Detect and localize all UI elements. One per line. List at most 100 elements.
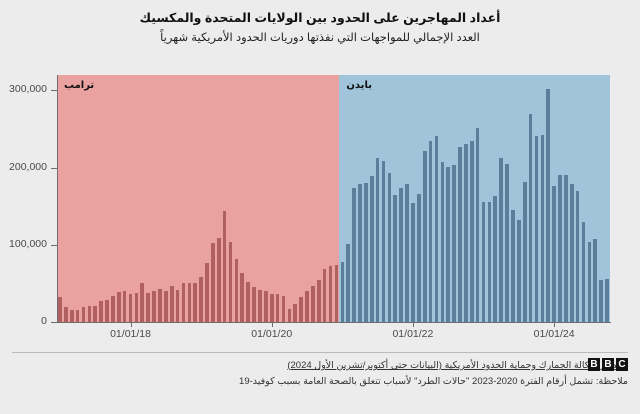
bar (375, 157, 380, 322)
chart-plot-wrapper: ترامب بايدن 0 100,000 200,000 300,000 01/01… (0, 66, 640, 344)
bar (269, 294, 274, 322)
bar (469, 141, 474, 322)
bar (181, 282, 186, 322)
bar (240, 273, 245, 322)
bar (593, 239, 598, 322)
bar (222, 210, 227, 322)
bar (528, 113, 533, 322)
bar (393, 194, 398, 322)
bar (258, 289, 262, 322)
bbc-logo: B B C (588, 358, 628, 371)
y-tick (51, 90, 57, 92)
bar (128, 294, 133, 322)
bar (140, 283, 145, 322)
bar (446, 166, 451, 322)
bar (352, 188, 356, 322)
bar (64, 307, 68, 322)
y-tick (51, 322, 57, 323)
bar (464, 143, 468, 322)
bbc-logo-letter-3: C (616, 358, 628, 371)
bar (322, 268, 327, 322)
bar (558, 175, 562, 322)
bar (511, 210, 515, 322)
bar (369, 176, 374, 322)
bar (399, 187, 403, 322)
chart-footer: المصدر: وكالة الجمارك وحماية الحدود الأم… (12, 356, 628, 389)
bar (575, 190, 580, 322)
footnote: ملاحظة: تشمل أرقام الفترة 2020-2023 "حال… (239, 376, 628, 387)
bar (264, 291, 268, 322)
bar (487, 201, 492, 322)
bar (581, 221, 586, 322)
x-tick-label: 01/01/22 (392, 328, 434, 340)
source-attribution[interactable]: المصدر: وكالة الجمارك وحماية الحدود الأم… (287, 360, 628, 371)
bar (422, 150, 427, 322)
bar (93, 305, 98, 322)
era-band-trump (57, 75, 340, 322)
bar (452, 164, 456, 322)
bar (405, 183, 409, 322)
era-label-biden: بايدن (346, 80, 372, 91)
bar (111, 295, 115, 322)
chart-subtitle: العدد الإجمالي للمواجهات التي نفذتها دور… (160, 32, 480, 44)
bar (228, 241, 233, 322)
bar (316, 280, 321, 322)
bbc-logo-letter-2: B (602, 358, 614, 371)
bar (381, 160, 386, 322)
bar (440, 162, 445, 322)
x-tick-label: 01/01/24 (533, 328, 575, 340)
bar (340, 261, 345, 322)
bar (475, 127, 480, 322)
bar (293, 304, 298, 322)
bar (364, 183, 368, 322)
bar (522, 181, 527, 322)
bar (287, 308, 292, 322)
bar (493, 196, 498, 322)
bar (158, 288, 162, 322)
y-tick-label: 0 (41, 315, 47, 327)
bar (564, 175, 568, 322)
bar (205, 263, 209, 322)
bar (146, 292, 150, 322)
chart-header: أعداد المهاجرين على الحدود بين الولايات … (0, 10, 640, 47)
x-tick (271, 322, 273, 327)
bar (122, 291, 127, 322)
page-title: أعداد المهاجرين على الحدود بين الولايات … (139, 11, 501, 25)
bar (87, 305, 92, 322)
bar (569, 183, 574, 322)
bar (58, 296, 62, 322)
bar (428, 140, 433, 322)
y-tick (51, 244, 57, 246)
bar (358, 183, 362, 322)
bar (334, 264, 339, 322)
y-tick-label: 100,000 (9, 237, 47, 250)
bar (305, 291, 309, 322)
bar (540, 135, 545, 322)
bar (99, 301, 103, 322)
bar (328, 266, 333, 322)
footer-divider (12, 352, 628, 353)
bar (152, 291, 156, 322)
bar (587, 241, 592, 322)
x-tick-label: 01/01/20 (251, 328, 293, 340)
top-strip (0, 0, 640, 8)
bar (275, 294, 280, 322)
bar (81, 307, 86, 322)
y-tick (51, 167, 57, 169)
y-tick-label: 200,000 (9, 160, 47, 173)
x-tick (412, 322, 414, 327)
bar (605, 278, 609, 322)
bar (211, 242, 215, 322)
bar (199, 277, 203, 322)
bar (234, 258, 239, 322)
bar (281, 295, 286, 322)
bar (175, 290, 180, 322)
bar (346, 244, 351, 322)
bar (481, 201, 486, 322)
bar (164, 291, 168, 322)
bar (534, 135, 539, 322)
bar (187, 282, 192, 322)
bar (75, 310, 80, 322)
bar (193, 282, 198, 322)
bars-layer (57, 75, 610, 322)
